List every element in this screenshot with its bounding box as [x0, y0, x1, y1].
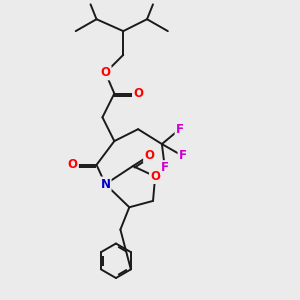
Text: F: F [161, 161, 169, 174]
Text: O: O [133, 87, 143, 100]
Text: O: O [100, 66, 110, 79]
Text: O: O [150, 170, 160, 183]
Text: O: O [68, 158, 78, 171]
Text: O: O [100, 66, 110, 79]
Text: N: N [100, 178, 110, 191]
Text: O: O [68, 158, 78, 171]
Text: F: F [179, 149, 187, 162]
Text: O: O [144, 149, 154, 162]
Text: F: F [176, 123, 184, 136]
Text: O: O [150, 170, 160, 183]
Text: F: F [179, 149, 187, 162]
Text: O: O [144, 149, 154, 162]
Text: O: O [133, 87, 143, 100]
Text: F: F [176, 123, 184, 136]
Text: F: F [161, 161, 169, 174]
Text: N: N [100, 178, 110, 191]
